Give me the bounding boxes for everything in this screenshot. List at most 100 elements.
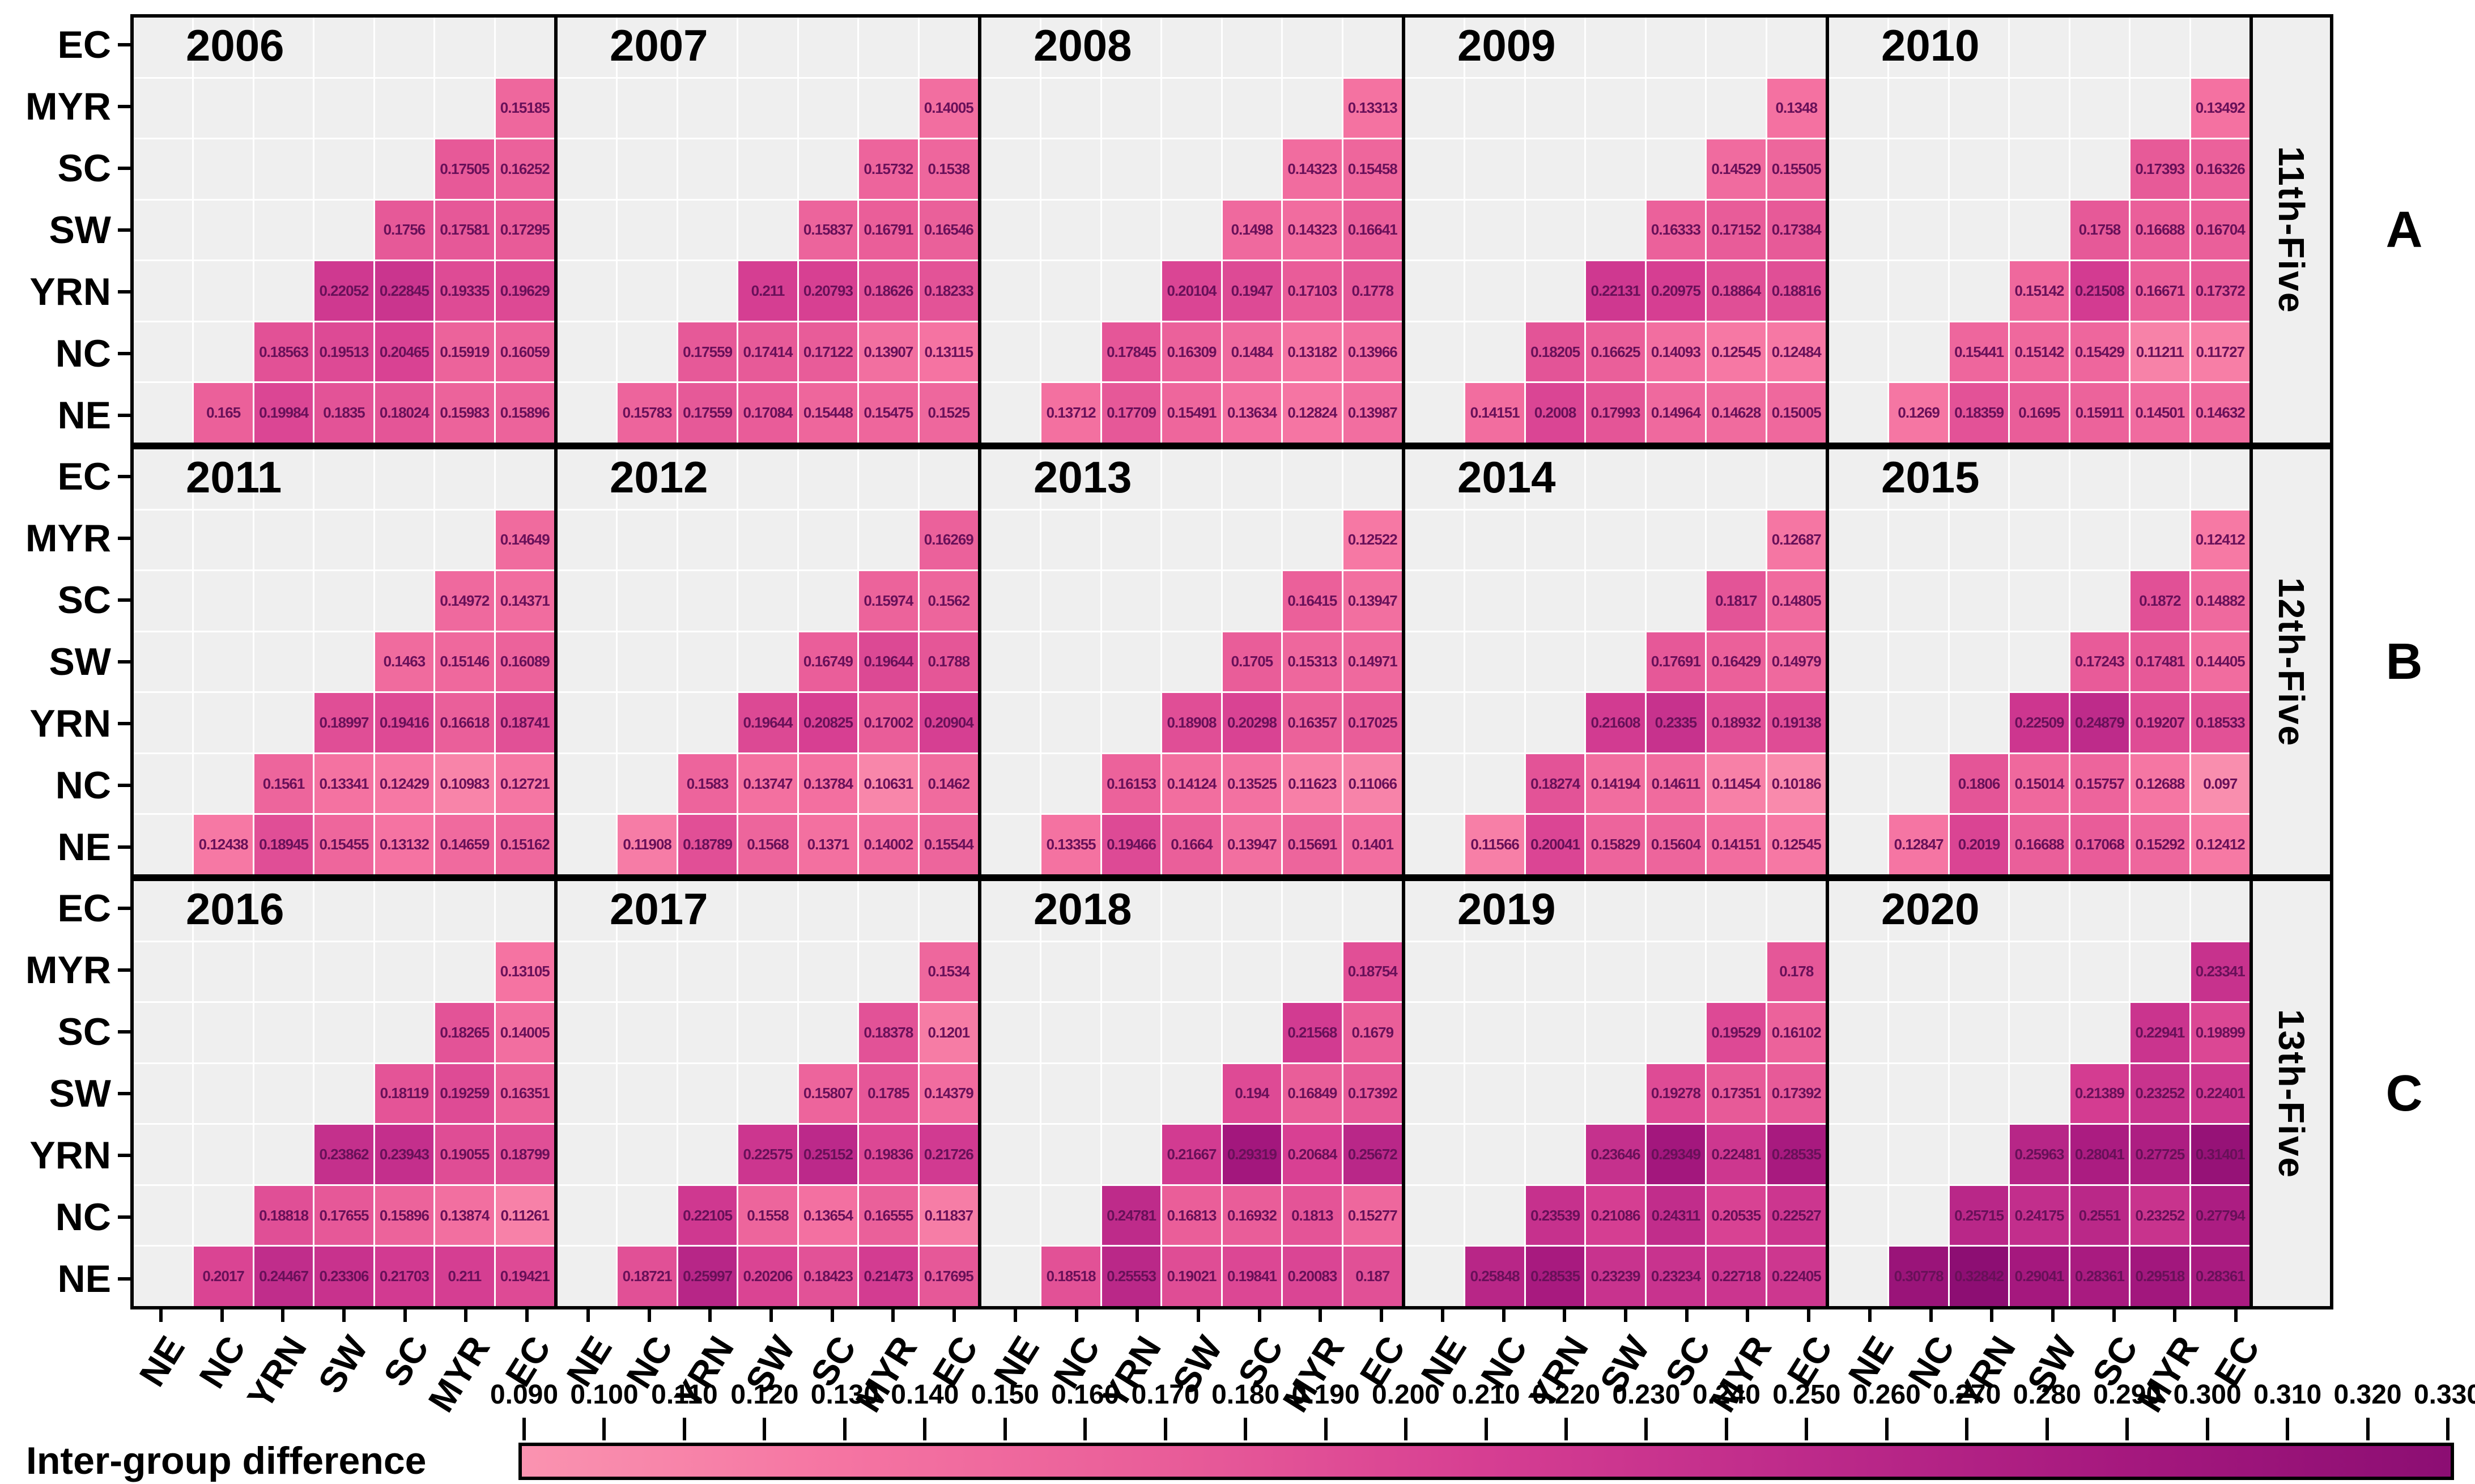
heatmap-cell: 0.32842 — [1949, 1247, 2009, 1306]
heatmap-cell: 0.1664 — [1162, 815, 1221, 874]
heatmap-cell: 0.1705 — [1222, 632, 1282, 692]
heatmap-cell-value: 0.12522 — [1347, 531, 1398, 548]
heatmap-cell: 0.18533 — [2191, 693, 2249, 752]
heatmap-cell: 0.19421 — [495, 1247, 554, 1306]
heatmap-cell-empty — [618, 261, 677, 321]
heatmap-cell-empty — [558, 510, 616, 570]
heatmap-cell-value: 0.16555 — [864, 1206, 913, 1224]
heatmap-cell: 0.19138 — [1767, 693, 1826, 752]
heatmap-panel-2010: 2010 0.13492 0.17393 0.16326 0.1758 0.16688 0.… — [1826, 14, 2253, 446]
heatmap-cell-empty — [1041, 200, 1100, 260]
heatmap-cell-value: 0.13747 — [743, 775, 793, 792]
heatmap-cell-empty — [254, 18, 313, 77]
heatmap-cell-empty — [1949, 1064, 2009, 1124]
y-axis-label-row: YRN — [0, 692, 130, 754]
heatmap-cell-value: 0.19629 — [500, 282, 550, 300]
y-axis-tick — [118, 105, 130, 109]
heatmap-cell-empty — [859, 942, 918, 1002]
heatmap-cell-empty — [558, 1185, 616, 1245]
panel-year-label: 2010 — [1881, 20, 1980, 70]
heatmap-cell-empty — [1586, 571, 1645, 631]
heatmap-cell-value: 0.11261 — [500, 1206, 550, 1224]
heatmap-panel-2017: 2017 0.1534 0.18378 0.1201 0.15807 0.1785 0.14… — [554, 878, 981, 1309]
heatmap-cell-empty — [1102, 139, 1161, 199]
heatmap-cell-empty — [1646, 1003, 1706, 1062]
y-axis-labels: EC MYR SC SW YRN NC NE — [0, 878, 130, 1309]
colorbar-tick — [2286, 1418, 2290, 1440]
heatmap-cell-value: 0.19984 — [259, 404, 309, 422]
heatmap-cell-value: 0.14805 — [1771, 592, 1822, 609]
heatmap-cell: 0.17505 — [435, 139, 494, 199]
heatmap-cell: 0.25997 — [678, 1247, 737, 1306]
heatmap-cell-empty — [254, 449, 313, 509]
heatmap-cell-empty — [1102, 693, 1161, 752]
heatmap-cell-value: 0.1583 — [686, 775, 729, 792]
heatmap-cell-value: 0.15974 — [864, 592, 913, 609]
heatmap-cell-value: 0.20975 — [1651, 282, 1701, 300]
heatmap-cell: 0.211 — [435, 1247, 494, 1306]
heatmap-cell-empty — [678, 139, 737, 199]
heatmap-cell: 0.22105 — [678, 1185, 737, 1245]
heatmap-cell-empty — [1405, 571, 1464, 631]
heatmap-cell: 0.10186 — [1767, 754, 1826, 814]
colorbar-tick — [1724, 1418, 1728, 1440]
heatmap-panel-2008: 2008 0.13313 0.14323 0.15458 0.1498 0.14323 0.… — [978, 14, 1405, 446]
heatmap-cell-empty — [1222, 18, 1282, 77]
heatmap-cell-empty — [1646, 510, 1706, 570]
heatmap-cell: 0.2335 — [1646, 693, 1706, 752]
heatmap-cell-empty — [618, 693, 677, 752]
heatmap-cell-empty — [798, 449, 858, 509]
heatmap-cell: 0.18799 — [495, 1125, 554, 1184]
heatmap-cell: 0.17393 — [2130, 139, 2189, 199]
heatmap-cell-value: 0.15691 — [1287, 836, 1337, 853]
heatmap-cell-empty — [1525, 1064, 1585, 1124]
heatmap-cell-value: 0.17559 — [683, 404, 733, 422]
heatmap-cell-value: 0.15896 — [500, 404, 550, 422]
heatmap-cell-value: 0.22509 — [2014, 714, 2065, 732]
heatmap-cell-empty — [1949, 200, 2009, 260]
heatmap-cell: 0.13634 — [1222, 383, 1282, 443]
colorbar-tick — [2125, 1418, 2129, 1440]
heatmap-cell: 0.16704 — [2191, 200, 2249, 260]
period-band: 11th-Five — [2249, 14, 2333, 446]
heatmap-cell: 0.16269 — [919, 510, 978, 570]
heatmap-cell: 0.15757 — [2070, 754, 2129, 814]
heatmap-cell-empty — [678, 693, 737, 752]
heatmap-cell-value: 0.14979 — [1771, 653, 1822, 670]
heatmap-cell-empty — [919, 18, 978, 77]
heatmap-cell-empty — [1465, 632, 1524, 692]
heatmap-cell-value: 0.12688 — [2135, 775, 2185, 792]
heatmap-cell: 0.15896 — [375, 1185, 434, 1245]
heatmap-cell-empty — [194, 449, 253, 509]
heatmap-cell-empty — [1525, 1125, 1585, 1184]
heatmap-cell-empty — [134, 322, 193, 382]
heatmap-cell-empty — [1102, 942, 1161, 1002]
heatmap-cell-empty — [981, 1064, 1040, 1124]
period-row-13th-Five: EC MYR SC SW YRN NC NE 2016 0.13105 0.18265 0.1400… — [0, 878, 2475, 1309]
heatmap-cell-value: 0.211 — [751, 282, 785, 300]
heatmap-cell-empty — [558, 261, 616, 321]
heatmap-cell-value: 0.15783 — [622, 404, 673, 422]
heatmap-cell-value: 0.21667 — [1167, 1146, 1217, 1163]
heatmap-cell-value: 0.12687 — [1771, 531, 1822, 548]
heatmap-cell: 0.15732 — [859, 139, 918, 199]
panel-year-label: 2013 — [1034, 452, 1132, 502]
heatmap-cell-empty — [1041, 881, 1100, 941]
heatmap-cell-value: 0.16704 — [2195, 221, 2246, 239]
heatmap-cell: 0.29518 — [2130, 1247, 2189, 1306]
heatmap-cell-empty — [2010, 449, 2069, 509]
heatmap-cell-empty — [1405, 693, 1464, 752]
heatmap-cell: 0.18754 — [1343, 942, 1402, 1002]
heatmap-cell-empty — [738, 632, 797, 692]
heatmap-cell-empty — [1405, 322, 1464, 382]
heatmap-cell: 0.23234 — [1646, 1247, 1706, 1306]
heatmap-cell-empty — [618, 1064, 677, 1124]
heatmap-cell: 0.11454 — [1707, 754, 1766, 814]
heatmap-cell-value: 0.13492 — [2195, 99, 2246, 117]
heatmap-cell: 0.17392 — [1343, 1064, 1402, 1124]
heatmap-cell-empty — [375, 510, 434, 570]
heatmap-cell-empty — [1586, 78, 1645, 138]
colorbar-tick-label: 0.110 — [651, 1380, 718, 1410]
heatmap-cell-empty — [1586, 881, 1645, 941]
heatmap-cell-value: 0.16089 — [500, 653, 550, 670]
